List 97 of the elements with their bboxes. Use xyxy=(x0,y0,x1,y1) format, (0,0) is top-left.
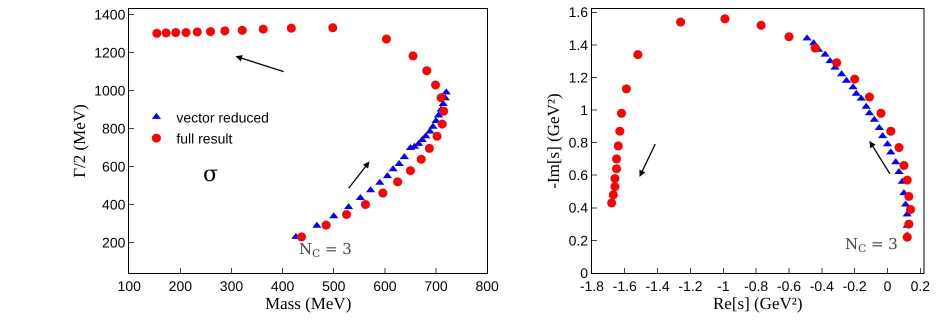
legend-label: full result xyxy=(176,130,232,147)
y-tick-label: 0.8 xyxy=(568,134,588,151)
x-tick-label: 100 xyxy=(118,278,142,294)
point xyxy=(906,204,915,214)
point xyxy=(171,28,180,38)
x-tick-label: -0.4 xyxy=(810,278,834,294)
point xyxy=(615,126,624,136)
x-tick-label: 800 xyxy=(475,278,500,294)
y-tick-label: 0.6 xyxy=(568,167,588,184)
point xyxy=(614,141,623,150)
y-tick-label: 1400 xyxy=(94,6,126,23)
annotation: N$_{C}$ = 3 xyxy=(299,240,352,260)
point xyxy=(378,188,388,198)
y-tick-label: 600 xyxy=(102,158,126,175)
y-tick-label: 400 xyxy=(102,196,126,213)
point xyxy=(676,18,686,27)
annotation: σ xyxy=(203,162,218,187)
y-axis-title: Γ/2 (MeV) xyxy=(70,104,89,178)
point xyxy=(422,66,432,76)
x-tick-label: -1.2 xyxy=(678,278,703,294)
y-tick-label: 200 xyxy=(102,234,126,251)
x-tick-label: -0.8 xyxy=(744,278,768,294)
point xyxy=(432,132,442,141)
x-tick-label: 500 xyxy=(322,278,346,294)
point xyxy=(608,190,618,200)
legend-label: vector reduced xyxy=(176,109,269,126)
point xyxy=(610,182,620,192)
point xyxy=(382,34,391,44)
point xyxy=(612,154,622,164)
point xyxy=(286,24,296,33)
x-tick-label: 700 xyxy=(424,278,448,294)
y-tick-label: 1.2 xyxy=(568,69,588,86)
point xyxy=(784,32,794,42)
point xyxy=(902,176,912,185)
x-axis-title: Mass (MeV) xyxy=(264,294,352,314)
point xyxy=(756,20,766,30)
x-tick-label: -0.6 xyxy=(776,278,802,294)
point xyxy=(393,177,402,186)
point xyxy=(152,28,162,38)
y-tick-label: 1000 xyxy=(94,82,126,99)
x-tick-label: -1.6 xyxy=(612,278,638,294)
point xyxy=(431,80,440,90)
point xyxy=(181,28,190,38)
x-tick-label: -0.2 xyxy=(842,278,867,294)
annotation: N$_{C}$ = 3 xyxy=(845,235,898,256)
point xyxy=(720,14,730,24)
point xyxy=(894,143,904,152)
x-tick-label: 200 xyxy=(168,278,192,294)
y-tick-label: 0.2 xyxy=(568,232,588,248)
x-tick-label: 300 xyxy=(220,278,244,294)
point xyxy=(328,23,338,32)
y-tick-label: 1200 xyxy=(94,44,126,61)
point xyxy=(612,164,622,174)
point xyxy=(192,27,202,36)
x-tick-label: 0 xyxy=(884,278,892,294)
point xyxy=(832,58,842,68)
y-tick-label: 800 xyxy=(102,120,126,137)
point xyxy=(342,210,352,219)
point xyxy=(850,74,860,84)
y-tick-label: 1 xyxy=(580,102,588,118)
point xyxy=(238,26,247,35)
point xyxy=(258,24,268,34)
point xyxy=(864,92,874,102)
point xyxy=(886,126,896,136)
point xyxy=(162,28,171,38)
point xyxy=(424,144,434,153)
x-tick-label: 600 xyxy=(373,278,397,294)
point xyxy=(622,84,631,94)
point xyxy=(902,232,912,242)
point xyxy=(360,200,370,209)
x-tick-label: -1 xyxy=(717,278,730,294)
point xyxy=(436,93,446,102)
point xyxy=(607,198,616,208)
y-tick-label: 0.4 xyxy=(568,200,588,216)
y-tick-label: 1.6 xyxy=(568,4,588,20)
point xyxy=(810,44,820,53)
y-axis-title: -Im[s] (GeV²) xyxy=(544,93,564,189)
x-tick-label: -1.4 xyxy=(646,278,670,294)
y-tick-label: 1.4 xyxy=(568,36,588,53)
point xyxy=(416,154,426,164)
point xyxy=(899,160,908,170)
point xyxy=(633,50,642,60)
x-tick-label: 400 xyxy=(270,278,294,294)
x-axis-title: Re[s] (GeV²) xyxy=(712,294,803,314)
point xyxy=(206,27,216,36)
point xyxy=(408,51,418,60)
point xyxy=(904,192,914,201)
x-tick-label: 0.2 xyxy=(910,278,930,294)
point xyxy=(876,108,886,118)
point xyxy=(610,174,620,183)
point xyxy=(406,166,415,176)
point xyxy=(438,120,447,129)
point xyxy=(439,106,448,116)
point xyxy=(322,220,331,230)
point xyxy=(297,232,306,242)
point xyxy=(220,26,230,36)
point xyxy=(616,108,626,118)
